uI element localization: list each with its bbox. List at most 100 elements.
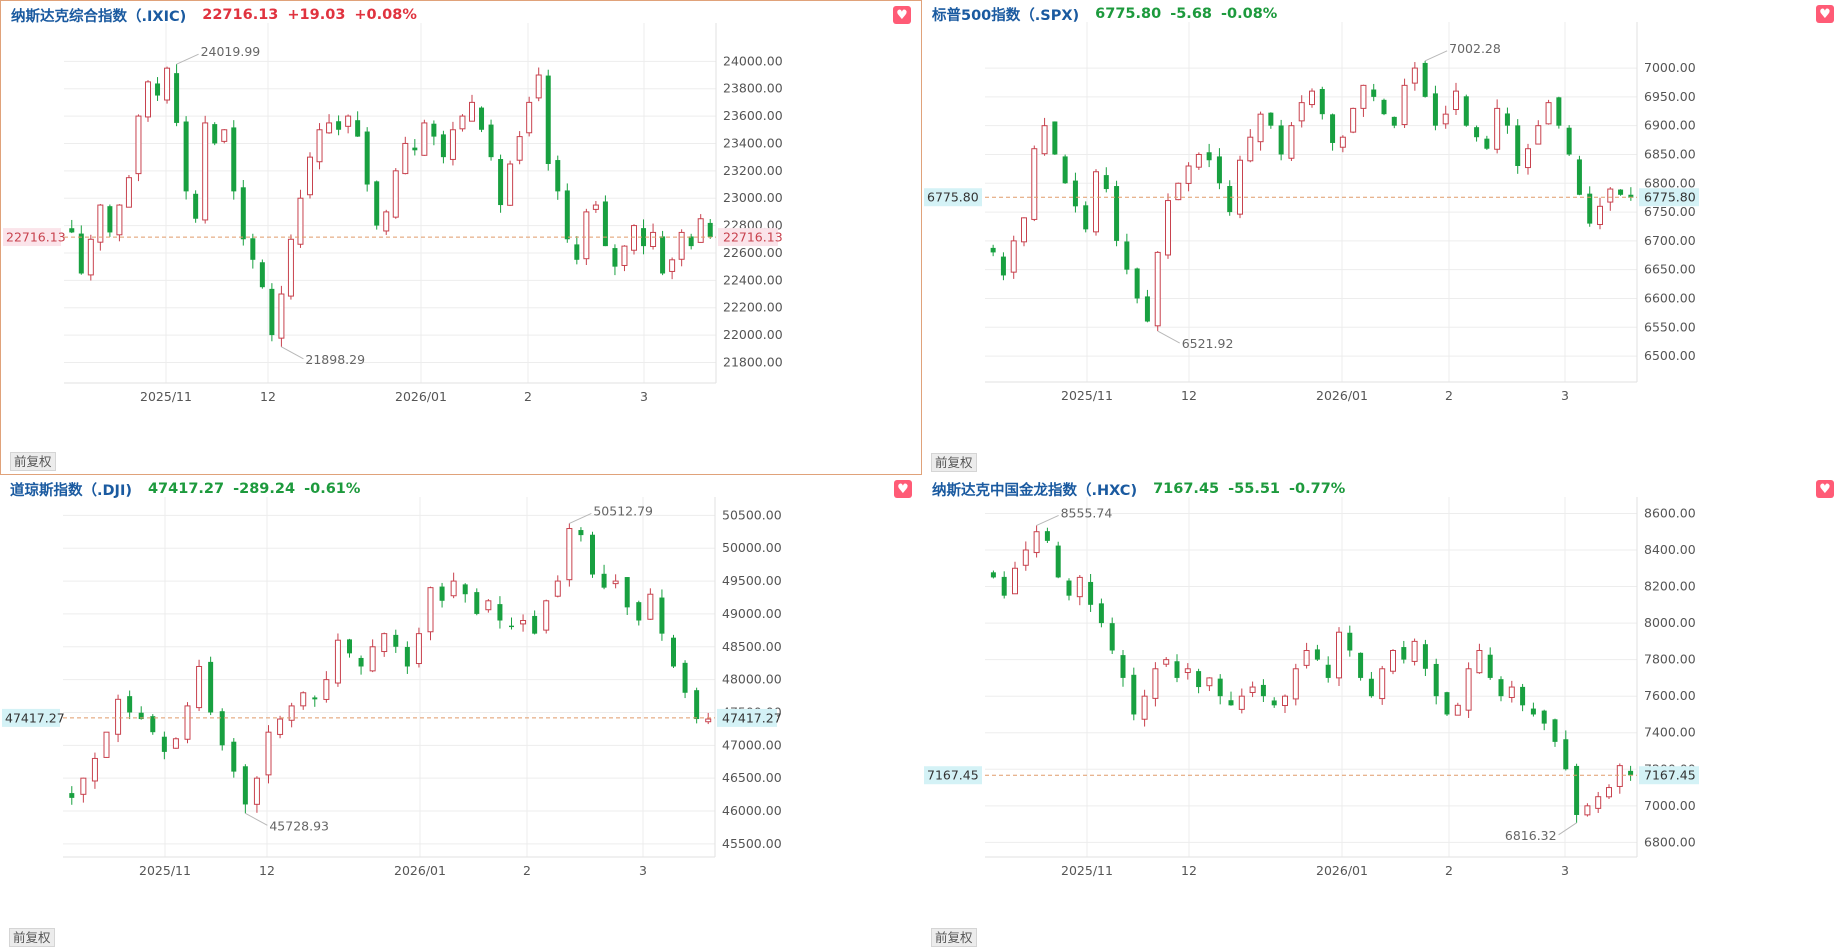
candle-body xyxy=(1217,678,1223,697)
candle-body xyxy=(1463,96,1469,126)
candle-body xyxy=(202,122,209,221)
last-price-tag-left-text: 6775.80 xyxy=(927,190,979,205)
candle-body xyxy=(392,170,399,218)
candle-body xyxy=(326,122,333,134)
candle-body xyxy=(1520,686,1526,706)
heart-icon[interactable]: ♥ xyxy=(894,480,912,498)
last-price-tag-right-text: 47417.27 xyxy=(722,710,782,725)
candle-body xyxy=(612,248,618,267)
candle-body xyxy=(164,67,171,101)
price-adjust-button[interactable]: 前复权 xyxy=(931,928,977,947)
candle-body xyxy=(520,620,527,625)
y-tick-label: 23200.00 xyxy=(723,163,783,178)
candle-body xyxy=(97,204,104,243)
candle-body xyxy=(1163,659,1170,665)
candle-body xyxy=(440,134,446,158)
candle-body xyxy=(196,665,203,709)
candle-body xyxy=(103,731,110,758)
candle-body xyxy=(498,159,504,206)
last-price-tag-right xyxy=(1639,188,1699,207)
candle-body xyxy=(624,577,630,608)
candle-body xyxy=(659,597,665,634)
candle-body xyxy=(150,716,156,733)
candle-body xyxy=(1525,148,1531,169)
candle-body xyxy=(631,225,637,251)
y-tick-label: 48000.00 xyxy=(722,672,782,687)
index-change-percent: +0.08% xyxy=(354,7,417,23)
candle-body xyxy=(1154,251,1161,327)
candle-body xyxy=(355,120,361,137)
candle-body xyxy=(1114,186,1120,241)
price-adjust-button[interactable]: 前复权 xyxy=(931,453,977,472)
price-adjust-button[interactable]: 前复权 xyxy=(10,452,56,471)
candle-body xyxy=(221,129,228,142)
y-tick-label: 6850.00 xyxy=(1644,146,1696,161)
candle-body xyxy=(91,757,98,782)
candle-body xyxy=(590,534,595,575)
candle-body xyxy=(1628,194,1634,198)
heart-icon[interactable]: ♥ xyxy=(1816,480,1834,498)
candle-body xyxy=(1109,623,1115,651)
chart-panel-ixic[interactable]: 纳斯达克综合指数（.IXIC) 22716.13 +19.03 +0.08% ♥ 2400… xyxy=(0,0,922,475)
candle-body xyxy=(1152,668,1159,699)
candle-body xyxy=(1052,121,1058,155)
candle-body xyxy=(1238,695,1245,710)
y-tick-label: 22400.00 xyxy=(723,272,783,287)
candle-body xyxy=(1055,545,1061,578)
candlestick-chart[interactable]: 7000.00 6950.00 6900.00 6850.00 6800.00 6750.… xyxy=(922,0,1844,475)
chart-panel-spx[interactable]: 标普500指数（.SPX) 6775.80 -5.68 -0.08% ♥ 7000.00 6… xyxy=(922,0,1844,475)
y-tick-label: 6600.00 xyxy=(1644,290,1696,305)
candle-body xyxy=(1535,125,1542,145)
candle-body xyxy=(660,236,666,274)
candlestick-chart[interactable]: 8600.00 8400.00 8200.00 8000.00 7800.00 7600.… xyxy=(922,475,1844,950)
last-price-tag-right-text: 7167.45 xyxy=(1644,768,1696,783)
candle-body xyxy=(1268,112,1274,126)
x-tick-label: 2 xyxy=(1445,863,1453,878)
candle-body xyxy=(1288,125,1295,159)
heart-icon[interactable]: ♥ xyxy=(893,6,911,24)
high-annotation: 50512.79 xyxy=(593,503,653,518)
low-annotation: 6816.32 xyxy=(1505,828,1557,843)
high-annotation-leader xyxy=(1036,515,1059,526)
chart-panel-dji[interactable]: 道琼斯指数（.DJI) 47417.27 -289.24 -0.61% ♥ 50500.0… xyxy=(0,475,922,950)
candle-body xyxy=(369,646,376,672)
x-tick-label: 2025/11 xyxy=(140,389,192,404)
x-tick-label: 2025/11 xyxy=(1061,388,1113,403)
index-change: -5.68 xyxy=(1170,6,1212,22)
candle-body xyxy=(184,705,191,740)
candle-body xyxy=(535,74,542,99)
candle-body xyxy=(1044,531,1050,541)
candle-body xyxy=(300,692,307,707)
index-change: -55.51 xyxy=(1228,481,1281,497)
candle-body xyxy=(1411,640,1418,662)
candle-body xyxy=(526,101,533,134)
y-tick-label: 6500.00 xyxy=(1644,348,1696,363)
candle-body xyxy=(459,115,466,130)
price-adjust-button[interactable]: 前复权 xyxy=(9,928,55,947)
candlestick-chart[interactable]: 50500.00 50000.00 49500.00 49000.00 48500.00… xyxy=(0,475,922,950)
candle-body xyxy=(358,657,364,667)
heart-icon[interactable]: ♥ xyxy=(1816,5,1834,23)
candle-body xyxy=(1587,193,1593,224)
y-tick-label: 6950.00 xyxy=(1644,89,1696,104)
candle-body xyxy=(1545,102,1552,125)
x-tick-label: 2026/01 xyxy=(395,389,447,404)
candle-body xyxy=(1031,148,1038,220)
candle-body xyxy=(532,615,538,634)
y-tick-label: 6700.00 xyxy=(1644,233,1696,248)
chart-panel-hxc[interactable]: 纳斯达克中国金龙指数（.HXC) 7167.45 -55.51 -0.77% ♥ 8600… xyxy=(922,475,1844,950)
candlestick-chart[interactable]: 24000.00 23800.00 23600.00 23400.00 23200.00… xyxy=(1,1,922,475)
candle-body xyxy=(578,530,584,536)
candle-body xyxy=(334,639,341,684)
candle-body xyxy=(488,124,494,158)
index-price: 7167.45 xyxy=(1153,481,1220,497)
candle-body xyxy=(1022,549,1029,566)
candle-body xyxy=(678,231,685,260)
last-price-tag-right xyxy=(718,228,778,247)
candle-body xyxy=(1541,710,1547,724)
y-tick-label: 7800.00 xyxy=(1644,652,1696,667)
candle-body xyxy=(87,238,94,276)
candle-body xyxy=(566,528,573,581)
candle-body xyxy=(1628,770,1634,776)
candle-body xyxy=(193,193,199,219)
